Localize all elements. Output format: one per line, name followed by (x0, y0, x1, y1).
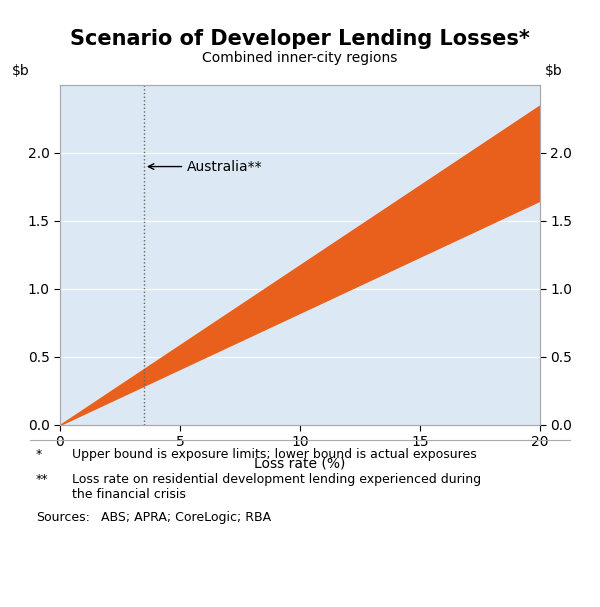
Text: $b: $b (12, 64, 30, 78)
Text: Scenario of Developer Lending Losses*: Scenario of Developer Lending Losses* (70, 30, 530, 49)
Text: $b: $b (545, 64, 563, 78)
Text: Combined inner-city regions: Combined inner-city regions (202, 50, 398, 65)
Text: Sources:: Sources: (36, 511, 90, 524)
Text: **: ** (36, 473, 49, 486)
Text: *: * (36, 448, 42, 461)
Text: Loss rate on residential development lending experienced during
the financial cr: Loss rate on residential development len… (72, 473, 481, 501)
Text: ABS; APRA; CoreLogic; RBA: ABS; APRA; CoreLogic; RBA (93, 511, 271, 524)
Text: Australia**: Australia** (148, 160, 263, 174)
Text: Upper bound is exposure limits; lower bound is actual exposures: Upper bound is exposure limits; lower bo… (72, 448, 477, 461)
X-axis label: Loss rate (%): Loss rate (%) (254, 456, 346, 470)
